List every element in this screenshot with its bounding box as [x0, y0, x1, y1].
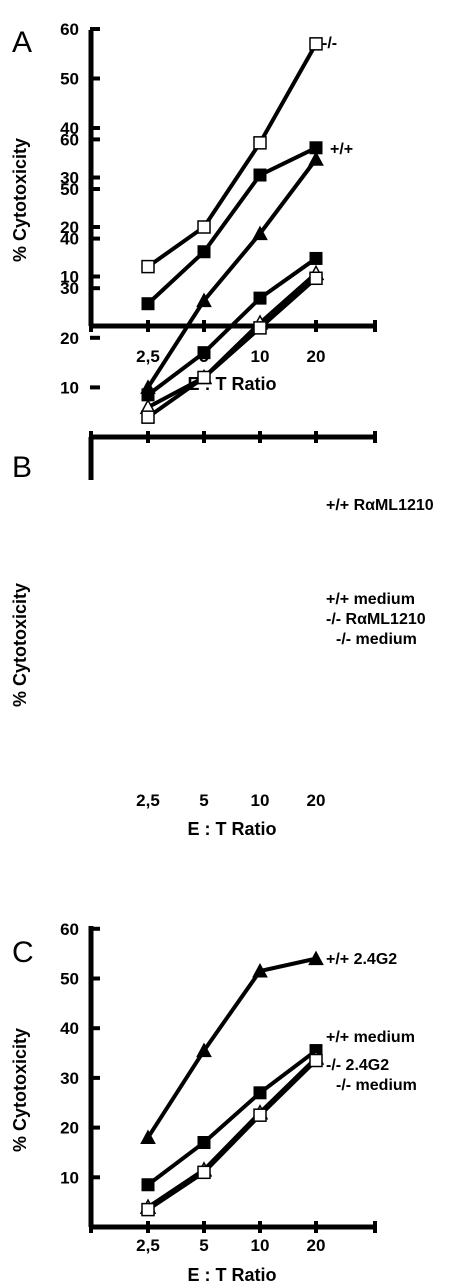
y-tick-label: 60 — [60, 130, 79, 149]
y-tick-label: 10 — [60, 378, 79, 397]
y-tick-label: 30 — [60, 279, 79, 298]
y-tick-label: 20 — [60, 1119, 79, 1138]
series-line — [146, 1056, 318, 1209]
y-axis-title: % Cytotoxicity — [10, 138, 30, 262]
y-tick-label: 20 — [60, 329, 79, 348]
data-point — [196, 292, 212, 308]
data-point — [253, 168, 267, 182]
series-line — [146, 276, 318, 419]
x-tick-label: 10 — [251, 347, 270, 366]
data-point — [309, 37, 323, 51]
data-point — [308, 950, 324, 966]
y-tick-label: 50 — [60, 970, 79, 989]
data-point — [197, 1136, 211, 1150]
x-tick-label: 20 — [307, 1236, 326, 1255]
x-tick-label: 2,5 — [136, 791, 160, 810]
series-label: -/- medium — [336, 631, 417, 648]
panel-b: B 10 20 30 40 50 60 2,5 5 10 20 E : T Ratio % Cytoto… — [10, 130, 434, 839]
series-line — [146, 256, 318, 397]
data-point — [140, 1129, 156, 1145]
data-point — [197, 370, 211, 385]
data-point — [309, 271, 323, 286]
data-point — [197, 346, 211, 360]
data-point — [141, 259, 155, 274]
panel-letter: A — [12, 26, 32, 59]
data-point — [252, 225, 268, 241]
x-tick-label: 5 — [199, 791, 208, 810]
y-axis-title: % Cytotoxicity — [10, 583, 30, 707]
y-tick-label: 40 — [60, 230, 79, 249]
series-label: -/- — [322, 35, 337, 52]
series-label: +/+ RαML1210 — [326, 497, 434, 514]
data-point — [253, 291, 267, 305]
series-line — [146, 1059, 318, 1212]
data-point — [197, 245, 211, 259]
data-point — [309, 1053, 323, 1068]
series-line — [146, 158, 318, 389]
x-tick-label: 10 — [251, 791, 270, 810]
y-tick-label: 20 — [60, 218, 79, 237]
series-label: +/+ medium — [326, 591, 415, 608]
x-tick-label: 20 — [307, 791, 326, 810]
data-point — [141, 1202, 155, 1217]
y-tick-label: 30 — [60, 169, 79, 188]
series-label: +/+ — [330, 141, 353, 158]
y-tick-label: 60 — [60, 20, 79, 39]
x-tick-label: 10 — [251, 1236, 270, 1255]
y-axis-title: % Cytotoxicity — [10, 1028, 30, 1152]
panel-c: C 10 20 30 40 50 60 2,5 5 10 20 E : T Ratio % Cytoto… — [10, 920, 417, 1285]
data-point — [196, 1042, 212, 1058]
series-label: -/- 2.4G2 — [326, 1057, 389, 1074]
x-axis-title: E : T Ratio — [188, 819, 277, 839]
y-tick-label: 30 — [60, 1069, 79, 1088]
data-point — [308, 151, 324, 166]
data-point — [141, 297, 155, 311]
series-label: -/- medium — [336, 1077, 417, 1094]
x-tick-label: 20 — [307, 347, 326, 366]
data-point — [253, 1108, 267, 1122]
data-point — [253, 1086, 267, 1100]
data-point — [141, 1178, 155, 1192]
series-label: +/+ 2.4G2 — [326, 951, 397, 968]
y-tick-label: 50 — [60, 70, 79, 89]
data-point — [252, 962, 268, 978]
series-line — [146, 42, 318, 269]
series-line — [146, 146, 317, 306]
y-tick-label: 50 — [60, 180, 79, 199]
y-tick-label: 10 — [60, 1168, 79, 1187]
data-point — [197, 1165, 211, 1180]
data-point — [253, 321, 267, 335]
series-line — [146, 956, 317, 1139]
panel-letter: B — [12, 451, 32, 484]
y-tick-label: 40 — [60, 119, 79, 138]
data-point — [141, 410, 155, 424]
x-tick-label: 5 — [199, 1236, 208, 1255]
panel-letter: C — [12, 936, 34, 969]
y-tick-label: 60 — [60, 920, 79, 939]
x-tick-label: 2,5 — [136, 347, 160, 366]
series-label: -/- RαML1210 — [326, 611, 426, 628]
data-point — [253, 136, 267, 150]
data-point — [309, 251, 323, 265]
series-line — [146, 1048, 318, 1187]
y-tick-label: 10 — [60, 268, 79, 287]
x-tick-label: 2,5 — [136, 1236, 160, 1255]
x-axis-title: E : T Ratio — [188, 1265, 277, 1285]
series-label: +/+ medium — [326, 1029, 415, 1046]
data-point — [197, 220, 211, 234]
y-tick-label: 40 — [60, 1019, 79, 1038]
